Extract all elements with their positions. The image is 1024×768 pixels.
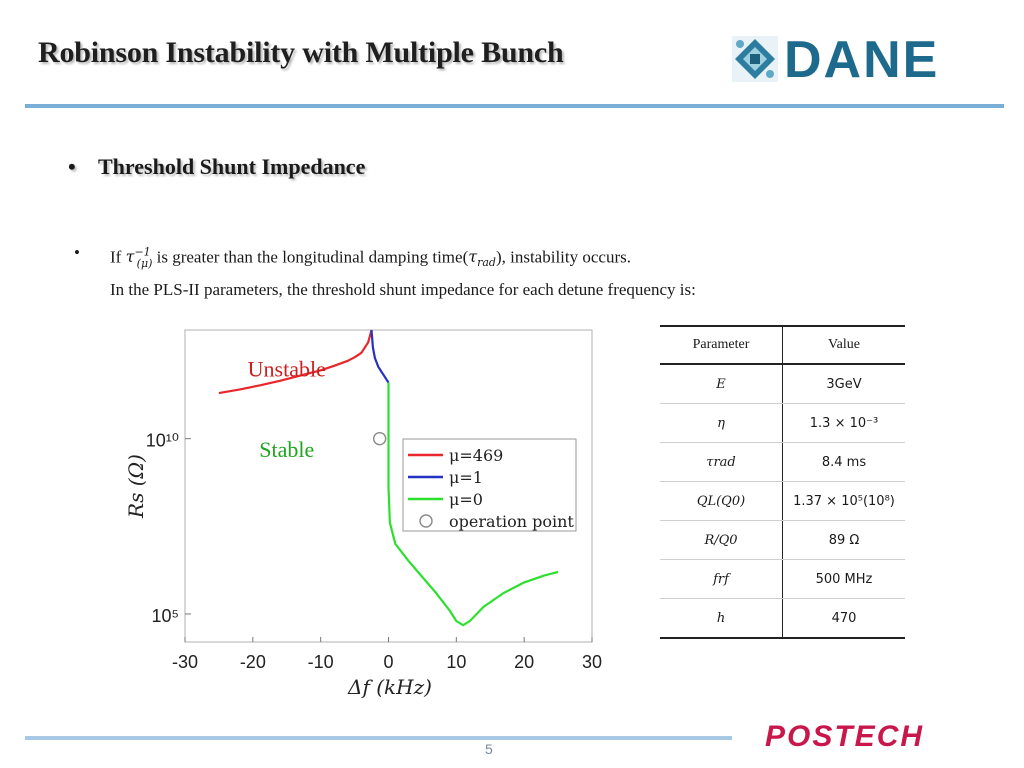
value-cell: 470 [782,598,905,639]
sub-bullet-dot: • [74,243,80,262]
param-cell: frf [660,559,783,599]
sub-line1-mid: is greater than the longitudinal damping… [152,247,469,267]
header-value: Value [782,325,905,365]
dane-logo: DANE [732,32,977,88]
postech-logo: POSTECH [765,720,925,753]
sub-line1-pre: If [110,247,126,267]
x-tick-label: 30 [582,652,602,672]
legend: μ=469 μ=1 μ=0 operation point [402,438,577,532]
main-bullet: • Threshold Shunt Impedance [68,154,365,180]
value-cell: 8.4 ms [782,442,905,482]
series-line-μ=0 [387,382,559,627]
y-tick-label: 10¹⁰ [146,431,179,451]
value-cell: 89 Ω [782,520,905,560]
tau-mu-symbol: τ−1(μ) [125,246,153,270]
param-cell: h [660,598,783,639]
x-tick-label: -10 [308,652,334,672]
value-cell: 1.3 × 10⁻³ [782,403,905,443]
dane-logo-icon [732,36,778,82]
parameter-table: Parameter Value E 3GeV η 1.3 × 10⁻³ τrad 8.… [660,325,905,639]
region-annotation: Unstable [248,357,326,382]
sub-bullet-line1: If τ−1(μ) is greater than the longitudin… [110,240,696,277]
footer-divider [25,736,732,740]
param-cell: R/Q0 [660,520,783,560]
value-cell: 3GeV [782,364,905,404]
series-line-μ=1 [370,329,390,384]
legend-label: μ=0 [449,490,483,509]
table-row: R/Q0 89 Ω [660,520,905,560]
tau-rad-symbol: τrad [468,247,496,270]
region-annotation: Stable [259,437,314,462]
sub-bullet: • If τ−1(μ) is greater than the longitud… [74,240,696,303]
param-cell: τrad [660,442,783,482]
dane-logo-text: DANE [784,31,940,89]
operation-point-marker [372,431,387,446]
param-cell: QL(Q0) [660,481,783,521]
table-row: η 1.3 × 10⁻³ [660,403,905,443]
param-cell: η [660,403,783,443]
x-tick-label: -20 [240,652,266,672]
header-parameter: Parameter [660,325,783,365]
legend-marker [419,514,433,528]
main-bullet-text: Threshold Shunt Impedance [98,154,366,179]
table-row: E 3GeV [660,364,905,404]
sub-line1-post: ), instability occurs. [495,247,631,267]
sub-bullet-line2: In the PLS-II parameters, the threshold … [110,279,696,299]
legend-label: μ=1 [449,468,483,487]
x-tick-label: -30 [172,652,198,672]
page-number: 5 [485,741,493,757]
value-cell: 1.37 × 10⁵(10⁸) [782,481,905,521]
x-tick-label: 0 [383,652,393,672]
header-divider [25,104,1004,108]
x-tick-label: 10 [446,652,466,672]
table-header-row: Parameter Value [660,325,905,365]
bullet-dot: • [68,154,76,179]
table-row: QL(Q0) 1.37 × 10⁵(10⁸) [660,481,905,521]
table-row: frf 500 MHz [660,559,905,599]
y-axis-label: Rs (Ω) [125,454,148,519]
value-cell: 500 MHz [782,559,905,599]
y-tick-label: 10⁵ [152,606,179,626]
slide-title: Robinson Instability with Multiple Bunch [38,36,564,69]
legend-label: μ=469 [449,446,503,465]
x-tick-label: 20 [514,652,534,672]
table-row: h 470 [660,598,905,639]
param-cell: E [660,364,783,404]
legend-label: operation point [449,512,574,531]
x-axis-label: Δf (kHz) [347,675,432,699]
table-row: τrad 8.4 ms [660,442,905,482]
series-line-μ=469 [218,329,373,395]
